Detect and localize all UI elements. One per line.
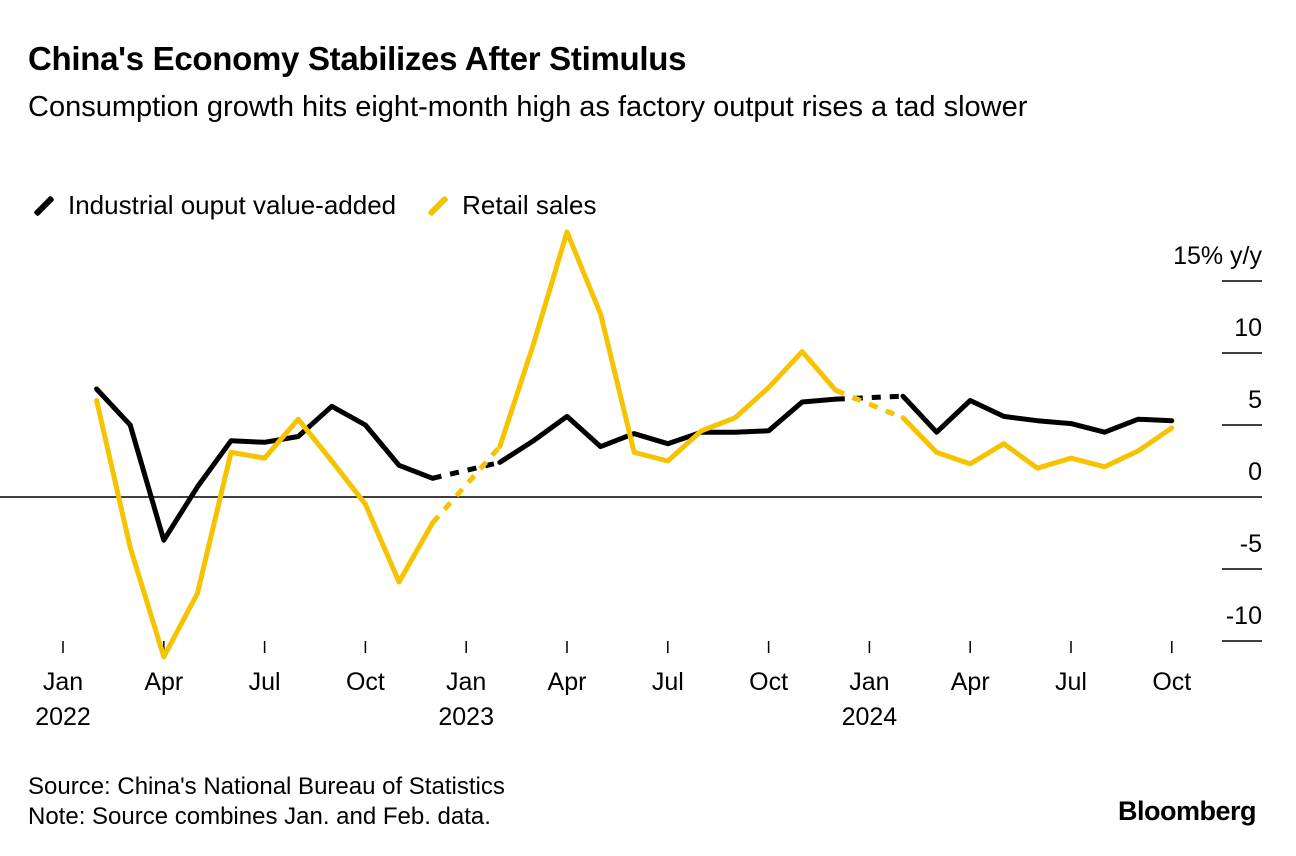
x-tick-label: Oct (749, 668, 788, 696)
legend-item-retail: Retail sales (422, 190, 597, 221)
y-tick-label: -5 (1240, 530, 1262, 558)
series-gap-retail (834, 388, 904, 421)
x-tick-label: Jul (249, 668, 281, 696)
legend-label-retail: Retail sales (462, 190, 597, 220)
x-tick-label: Jan (43, 668, 83, 696)
x-tick-label: Apr (951, 668, 990, 696)
x-tick-label: Oct (1152, 668, 1191, 696)
y-tick-label: 5 (1248, 386, 1262, 414)
data-note: Note: Source combines Jan. and Feb. data… (28, 803, 491, 830)
x-tick-label: Oct (346, 668, 385, 696)
x-tick-year-label: 2024 (842, 703, 898, 731)
series-line-industrial (497, 396, 839, 465)
x-tick-label: Jul (652, 668, 684, 696)
legend: Industrial ouput value-added Retail sale… (28, 190, 623, 221)
legend-label-industrial: Industrial ouput value-added (68, 190, 397, 220)
x-tick-year-label: 2023 (438, 703, 494, 731)
y-tick-label: -10 (1226, 602, 1262, 630)
chart-title: China's Economy Stabilizes After Stimulu… (28, 40, 687, 77)
bloomberg-logo: Bloomberg (1117, 796, 1257, 826)
x-tick-label: Apr (144, 668, 183, 696)
series-line-retail (94, 398, 436, 660)
x-tick-year-label: 2022 (35, 703, 91, 731)
series-gap-industrial (432, 459, 501, 481)
series-line-industrial (900, 393, 1175, 435)
x-tick-label: Apr (548, 668, 587, 696)
y-tick-label: 0 (1248, 458, 1262, 486)
chart-subtitle: Consumption growth hits eight-month high… (28, 91, 1028, 123)
series-gap-industrial (835, 393, 904, 402)
x-tick-label: Jan (849, 668, 889, 696)
series-gap-retail (430, 444, 502, 525)
y-tick-label: 15% y/y (1173, 242, 1262, 270)
series-line-industrial (94, 386, 436, 543)
legend-item-industrial: Industrial ouput value-added (28, 190, 396, 221)
footer: Source: China's National Bureau of Stati… (28, 772, 505, 832)
y-tick-label: 10 (1234, 314, 1262, 342)
x-tick-label: Jan (446, 668, 486, 696)
source-note: Source: China's National Bureau of Stati… (28, 773, 505, 800)
x-tick-label: Jul (1055, 668, 1087, 696)
series-line-retail (497, 229, 839, 464)
series-line-retail (900, 415, 1175, 471)
